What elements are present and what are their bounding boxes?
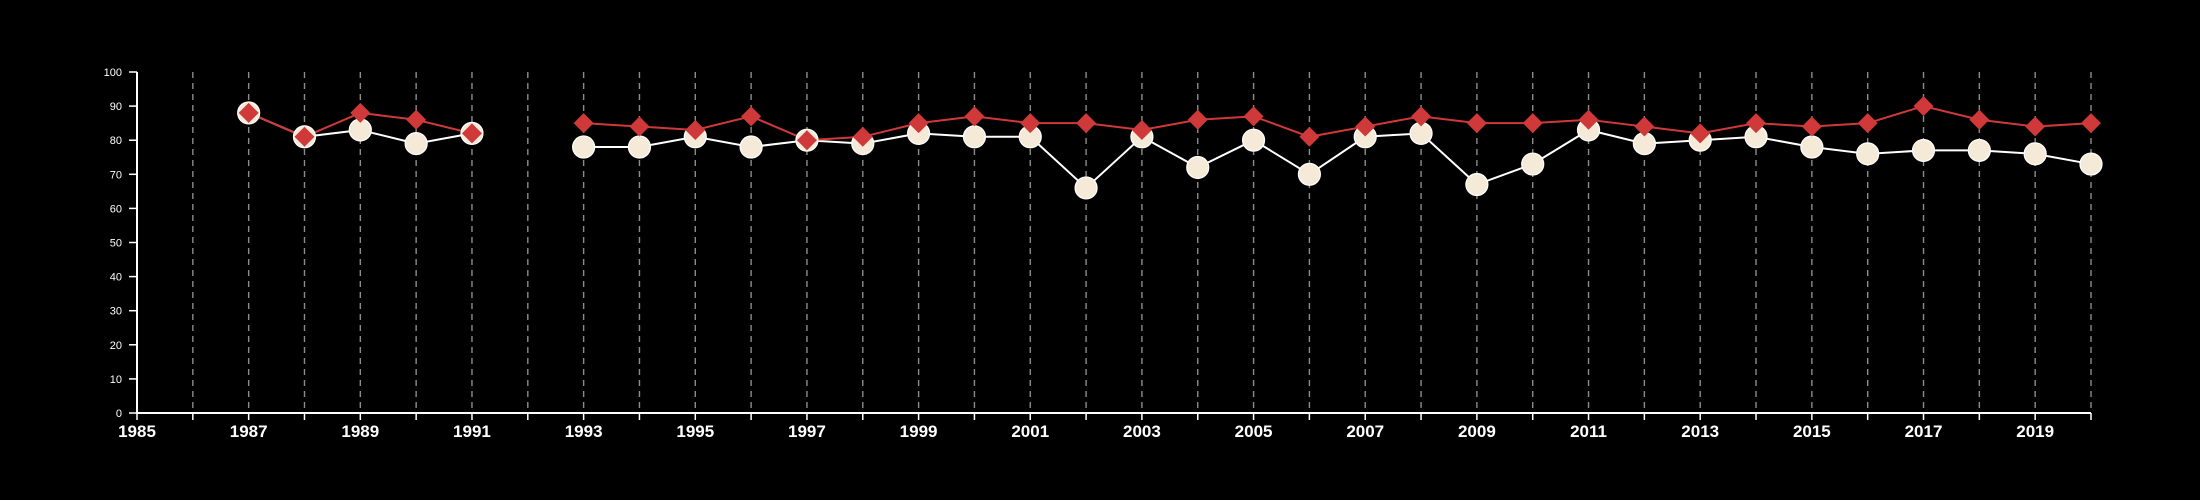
y-tick-label-0: 0 xyxy=(116,408,122,420)
series-2-point-2010 xyxy=(1522,113,1543,134)
series-2-point-2003 xyxy=(1131,119,1152,140)
series-1-line xyxy=(583,128,2092,190)
series-2-point-2000 xyxy=(964,106,985,127)
series-2-point-2014 xyxy=(1746,113,1767,134)
series-1-point-1994 xyxy=(627,135,652,159)
series-2-point-2015 xyxy=(1801,116,1822,137)
x-tick-label-1993: 1993 xyxy=(565,422,603,441)
x-tick-label-1985: 1985 xyxy=(118,422,156,441)
series-2-point-1997 xyxy=(796,130,817,151)
x-tick-label-1987: 1987 xyxy=(230,422,268,441)
series-2-point-2011 xyxy=(1578,109,1599,130)
series-1-point-2018 xyxy=(1967,138,1991,163)
series-1-point-2002 xyxy=(1074,176,1098,200)
series-1-point-2006 xyxy=(1297,162,1322,186)
x-tick-label-1991: 1991 xyxy=(453,422,491,441)
y-tick-label-70: 70 xyxy=(110,169,122,181)
series-2-point-2013 xyxy=(1690,123,1711,144)
x-tick-label-1999: 1999 xyxy=(900,422,938,441)
y-tick-label-80: 80 xyxy=(110,135,122,147)
series-2-point-1988 xyxy=(294,126,315,147)
series-1-point-2016 xyxy=(1856,142,1880,166)
series-2-point-1995 xyxy=(685,119,706,140)
axes: 0 10 20 30 40 50 60 70 80 90 100 1985 1987 1989 1991 19… xyxy=(104,67,2092,441)
series-1-point-2010 xyxy=(1521,152,1545,176)
y-tick-label-60: 60 xyxy=(110,203,122,215)
series-2-point-1999 xyxy=(908,113,929,134)
series-1-point-2004 xyxy=(1186,155,1210,180)
series-1-point-1993 xyxy=(572,135,596,159)
y-tick-label-20: 20 xyxy=(110,340,122,352)
x-tick-label-2003: 2003 xyxy=(1123,422,1161,441)
series-2-point-2004 xyxy=(1187,109,1208,130)
series-2-point-2018 xyxy=(1969,109,1990,130)
y-tick-label-10: 10 xyxy=(110,374,122,386)
series-2-point-2006 xyxy=(1299,126,1320,147)
series-1-point-2017 xyxy=(1911,138,1936,163)
series-2-point-1993 xyxy=(573,113,594,134)
y-tick-label-40: 40 xyxy=(110,272,122,284)
x-tick-label-2007: 2007 xyxy=(1346,422,1384,441)
series-2-point-2019 xyxy=(2025,116,2046,137)
y-tick-label-100: 100 xyxy=(104,67,122,79)
x-tick-label-2009: 2009 xyxy=(1458,422,1496,441)
x-tick-label-2005: 2005 xyxy=(1235,422,1273,441)
series-1-point-2020 xyxy=(2079,152,2103,176)
x-tick-label-2017: 2017 xyxy=(1905,422,1943,441)
series-2-point-2016 xyxy=(1857,113,1878,134)
series-1-point-2015 xyxy=(1800,135,1824,159)
series-2-point-2007 xyxy=(1355,116,1376,137)
series-2-point-2005 xyxy=(1243,106,1264,127)
series-2-point-2001 xyxy=(1020,113,1041,134)
series-2-line xyxy=(583,105,2092,142)
data-series xyxy=(237,96,2103,200)
y-tick-label-90: 90 xyxy=(110,101,122,113)
series-1-point-1996 xyxy=(739,135,763,159)
x-tick-label-2019: 2019 xyxy=(2016,422,2054,441)
x-tick-label-2001: 2001 xyxy=(1011,422,1049,441)
series-2-point-2002 xyxy=(1076,113,1097,134)
x-tick-label-1997: 1997 xyxy=(788,422,826,441)
series-2-point-2020 xyxy=(2081,113,2101,134)
series-2-point-2009 xyxy=(1466,113,1487,134)
series-1-point-2000 xyxy=(962,125,987,149)
series-1-point-2019 xyxy=(2023,142,2047,166)
series-2-point-2017 xyxy=(1913,96,1934,117)
series-2-point-1998 xyxy=(852,126,873,147)
series-1-point-2009 xyxy=(1465,172,1489,197)
series-2-point-1990 xyxy=(406,109,427,130)
y-tick-label-50: 50 xyxy=(110,238,122,250)
series-2-point-1996 xyxy=(741,106,762,127)
series-2-point-2012 xyxy=(1634,116,1655,137)
x-tick-label-2011: 2011 xyxy=(1570,422,1607,441)
y-tick-label-30: 30 xyxy=(110,306,122,318)
x-tick-label-1989: 1989 xyxy=(341,422,379,441)
x-tick-label-1995: 1995 xyxy=(676,422,714,441)
x-tick-label-2015: 2015 xyxy=(1793,422,1831,441)
series-1-point-2005 xyxy=(1241,128,1266,152)
series-2-point-1989 xyxy=(350,102,371,123)
series-2-point-1994 xyxy=(629,116,650,137)
series-2-point-2008 xyxy=(1411,106,1432,127)
x-tick-label-2013: 2013 xyxy=(1681,422,1719,441)
series-2-point-1991 xyxy=(461,123,482,144)
series-1-point-1990 xyxy=(404,132,428,156)
series-2-point-1987 xyxy=(238,102,259,123)
